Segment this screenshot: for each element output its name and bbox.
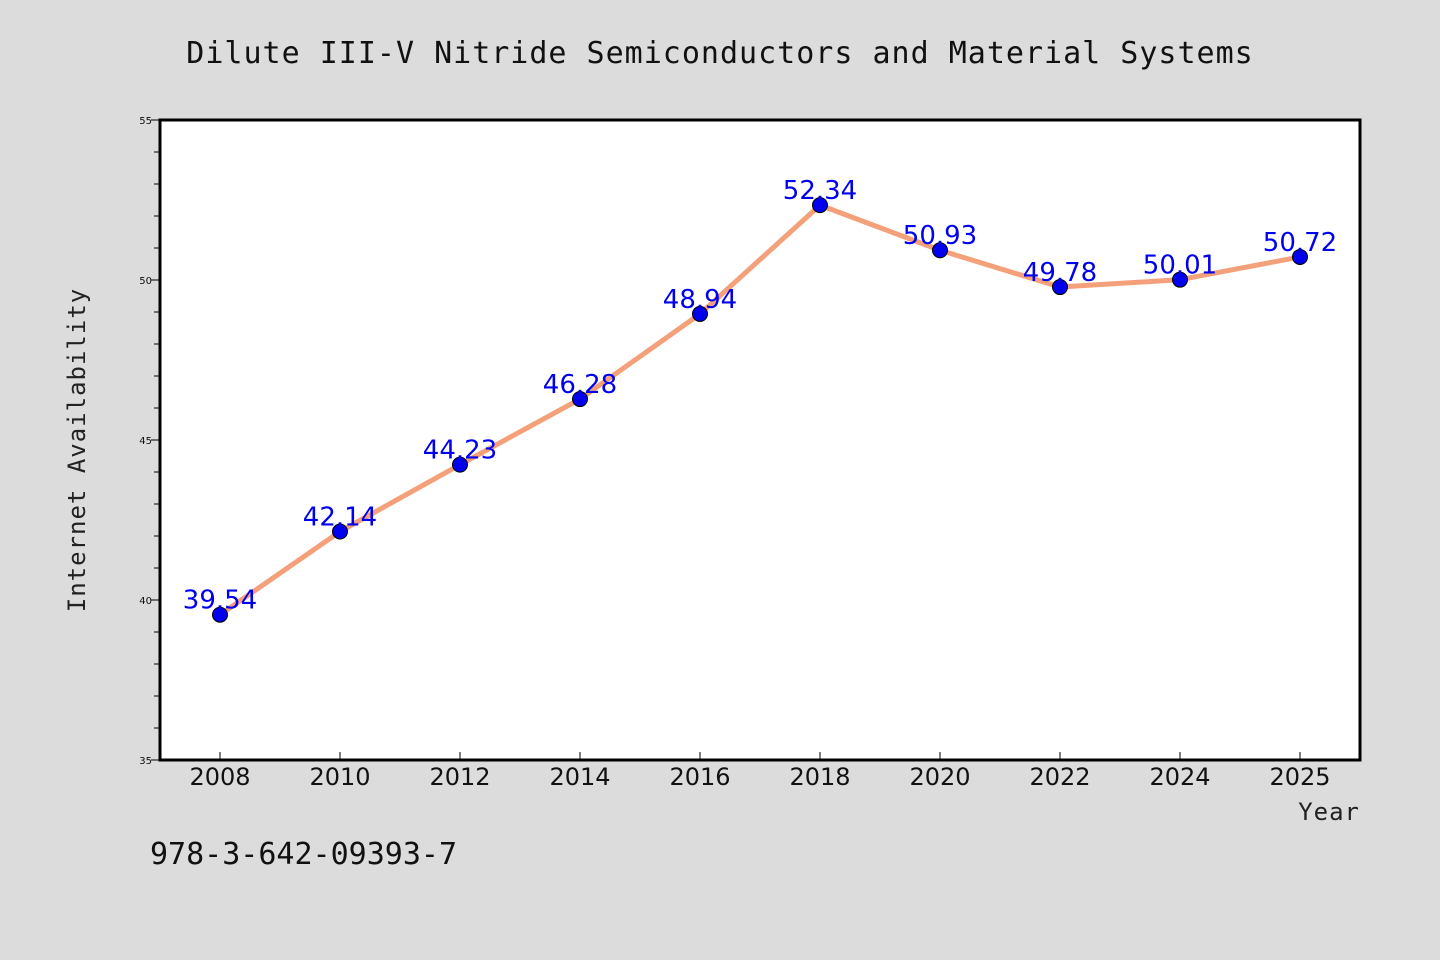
data-point xyxy=(572,391,588,408)
data-point xyxy=(212,606,228,623)
data-label: 49.78 xyxy=(1023,258,1097,288)
x-tick-label: 2020 xyxy=(909,763,970,791)
marker-group xyxy=(212,197,1308,623)
x-tick-label: 2010 xyxy=(309,763,370,791)
x-tick-label: 2025 xyxy=(1269,763,1330,791)
series-line xyxy=(217,202,1303,618)
y-axis: 35 40 45 50 55 xyxy=(139,116,160,767)
y-axis-label: Internet Availability xyxy=(63,288,91,612)
y-tick-label: 50 xyxy=(139,276,152,287)
data-point xyxy=(1172,271,1188,288)
data-label: 46.28 xyxy=(543,370,617,400)
series-line-group xyxy=(217,202,1303,618)
data-label: 39.54 xyxy=(183,586,257,616)
x-tick-label: 2024 xyxy=(1149,763,1210,791)
chart-title: Dilute III-V Nitride Semiconductors and … xyxy=(186,36,1253,71)
x-axis-label: Year xyxy=(1298,798,1360,826)
data-label: 42.14 xyxy=(303,503,377,533)
data-point xyxy=(332,523,348,540)
data-label: 44.23 xyxy=(423,436,497,466)
data-point xyxy=(1292,248,1308,265)
y-tick-label: 45 xyxy=(139,436,152,447)
data-point xyxy=(932,242,948,259)
x-axis: 2008 2010 2012 2014 2016 2018 2020 2022 2024 2025 xyxy=(189,752,1331,791)
x-tick-label: 2008 xyxy=(189,763,250,791)
data-label: 50.93 xyxy=(903,221,977,251)
y-tick-label: 55 xyxy=(139,116,152,127)
y-tick-label: 40 xyxy=(139,596,152,607)
data-point xyxy=(692,305,708,322)
isbn-text: 978-3-642-09393-7 xyxy=(150,837,457,872)
data-point xyxy=(1052,279,1068,296)
data-label: 50.72 xyxy=(1263,228,1337,258)
data-label-group: 39.54 42.14 44.23 46.28 48.94 52.34 50.93 49.78… xyxy=(183,176,1337,616)
data-label: 48.94 xyxy=(663,285,737,315)
data-label: 50.01 xyxy=(1143,251,1217,281)
data-point xyxy=(812,197,828,214)
x-tick-label: 2014 xyxy=(549,763,610,791)
x-tick-label: 2022 xyxy=(1029,763,1090,791)
data-point xyxy=(452,456,468,473)
y-tick-label: 35 xyxy=(139,756,152,767)
x-tick-label: 2012 xyxy=(429,763,490,791)
x-tick-label: 2016 xyxy=(669,763,730,791)
plot-area xyxy=(158,118,1362,762)
x-tick-label: 2018 xyxy=(789,763,850,791)
data-label: 52.34 xyxy=(783,176,857,206)
